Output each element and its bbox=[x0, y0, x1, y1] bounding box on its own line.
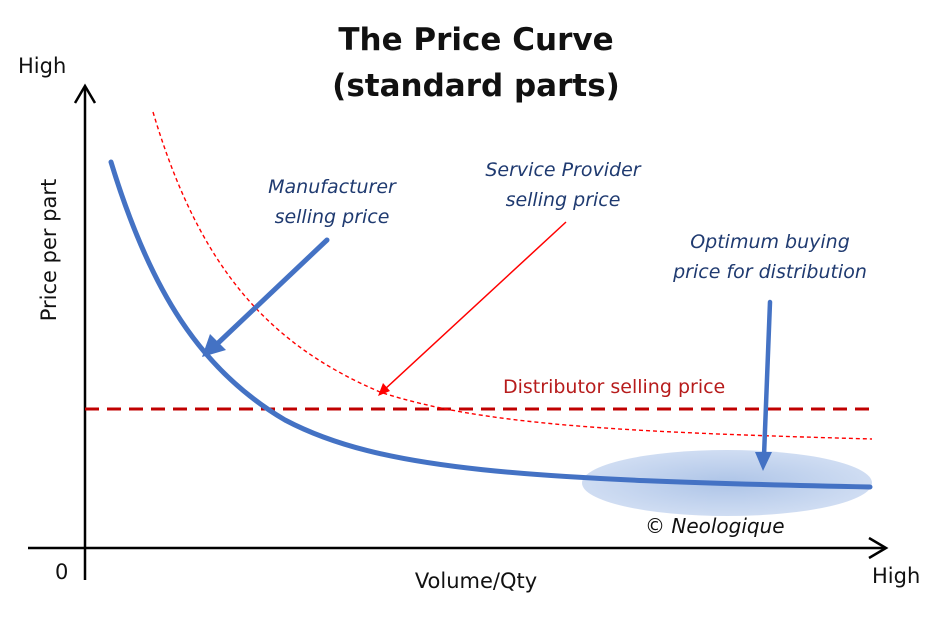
y-axis-high-label: High bbox=[18, 54, 67, 78]
chart-title-line1: The Price Curve bbox=[338, 22, 614, 58]
manufacturer-annotation-line1: Manufacturer bbox=[268, 176, 396, 198]
y-axis-title: Price per part bbox=[37, 178, 61, 322]
service-provider-annotation-line2: selling price bbox=[505, 189, 621, 211]
y-axis-arrowhead bbox=[73, 83, 97, 104]
chart-title-line2: (standard parts) bbox=[332, 68, 620, 104]
service-provider-curve bbox=[152, 111, 873, 440]
manufacturer-arrow bbox=[202, 237, 330, 357]
optimum-arrow bbox=[755, 299, 773, 471]
optimum-annotation-line2: price for distribution bbox=[673, 261, 867, 283]
optimum-annotation: Optimum buying price for distribution bbox=[655, 227, 885, 287]
copyright-label: © Neologique bbox=[645, 514, 785, 538]
y-axis bbox=[73, 83, 97, 580]
distributor-price-label: Distributor selling price bbox=[503, 376, 726, 398]
x-axis-arrowhead bbox=[868, 536, 889, 560]
service-provider-arrow bbox=[378, 221, 567, 396]
optimum-annotation-line1: Optimum buying bbox=[690, 231, 850, 253]
manufacturer-annotation-line2: selling price bbox=[274, 206, 390, 228]
x-axis bbox=[28, 536, 889, 560]
service-provider-annotation-line1: Service Provider bbox=[485, 159, 641, 181]
service-provider-annotation: Service Provider selling price bbox=[448, 155, 678, 215]
manufacturer-annotation: Manufacturer selling price bbox=[232, 172, 432, 232]
x-axis-title: Volume/Qty bbox=[414, 569, 538, 593]
x-axis-high-label: High bbox=[872, 564, 921, 588]
manufacturer-curve bbox=[108, 159, 873, 490]
origin-label: 0 bbox=[55, 560, 69, 584]
